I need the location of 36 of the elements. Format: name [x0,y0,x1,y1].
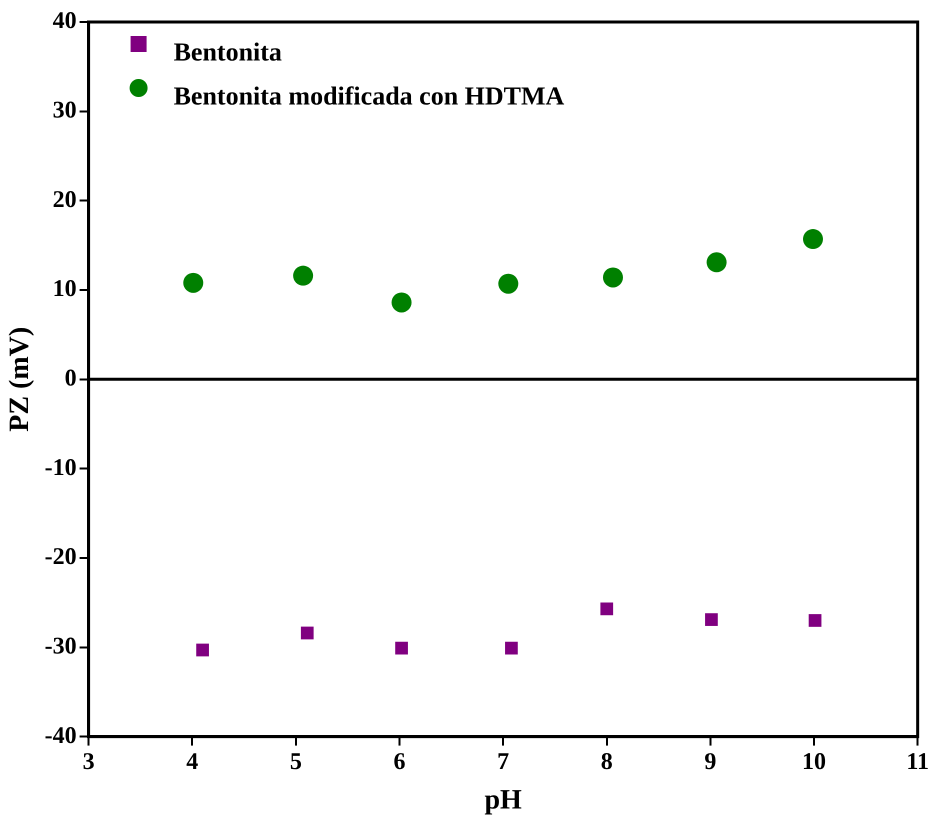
x-tick-label: 7 [497,749,510,776]
point [705,613,718,626]
x-tick-label: 8 [600,749,613,776]
point [505,642,518,655]
point [300,626,314,640]
point [808,614,822,627]
point [602,267,623,288]
x-tick-label: 6 [393,749,406,776]
point [392,292,412,312]
x-axis-title: pH [484,784,522,816]
x-tick-label: 3 [82,749,95,776]
point [293,266,314,286]
legend-label: Bentonita [174,38,282,67]
point [196,644,209,656]
x-tick-label: 9 [704,749,716,776]
point [395,642,408,655]
y-axis-title: PZ (mV) [4,326,36,432]
y-tick-label: -40 [44,722,77,749]
point [706,252,727,272]
point [498,274,518,294]
y-tick-label: 0 [64,366,77,392]
x-tick-label: 10 [802,749,826,776]
point [183,272,204,293]
point [600,602,614,616]
point [802,229,823,250]
y-tick-label: -20 [44,544,77,570]
y-tick-label: 10 [52,276,77,302]
y-tick-label: 40 [52,8,77,34]
legend-label: Bentonita modificada con HDTMA [174,82,565,111]
y-tick-label: -10 [44,454,77,481]
x-tick-label: 4 [186,749,198,776]
x-tick-label: 5 [290,749,302,776]
x-tick-label: 11 [906,749,930,776]
y-tick-label: -30 [44,633,77,660]
y-tick-label: 30 [52,98,77,124]
y-tick-label: 20 [52,186,77,213]
